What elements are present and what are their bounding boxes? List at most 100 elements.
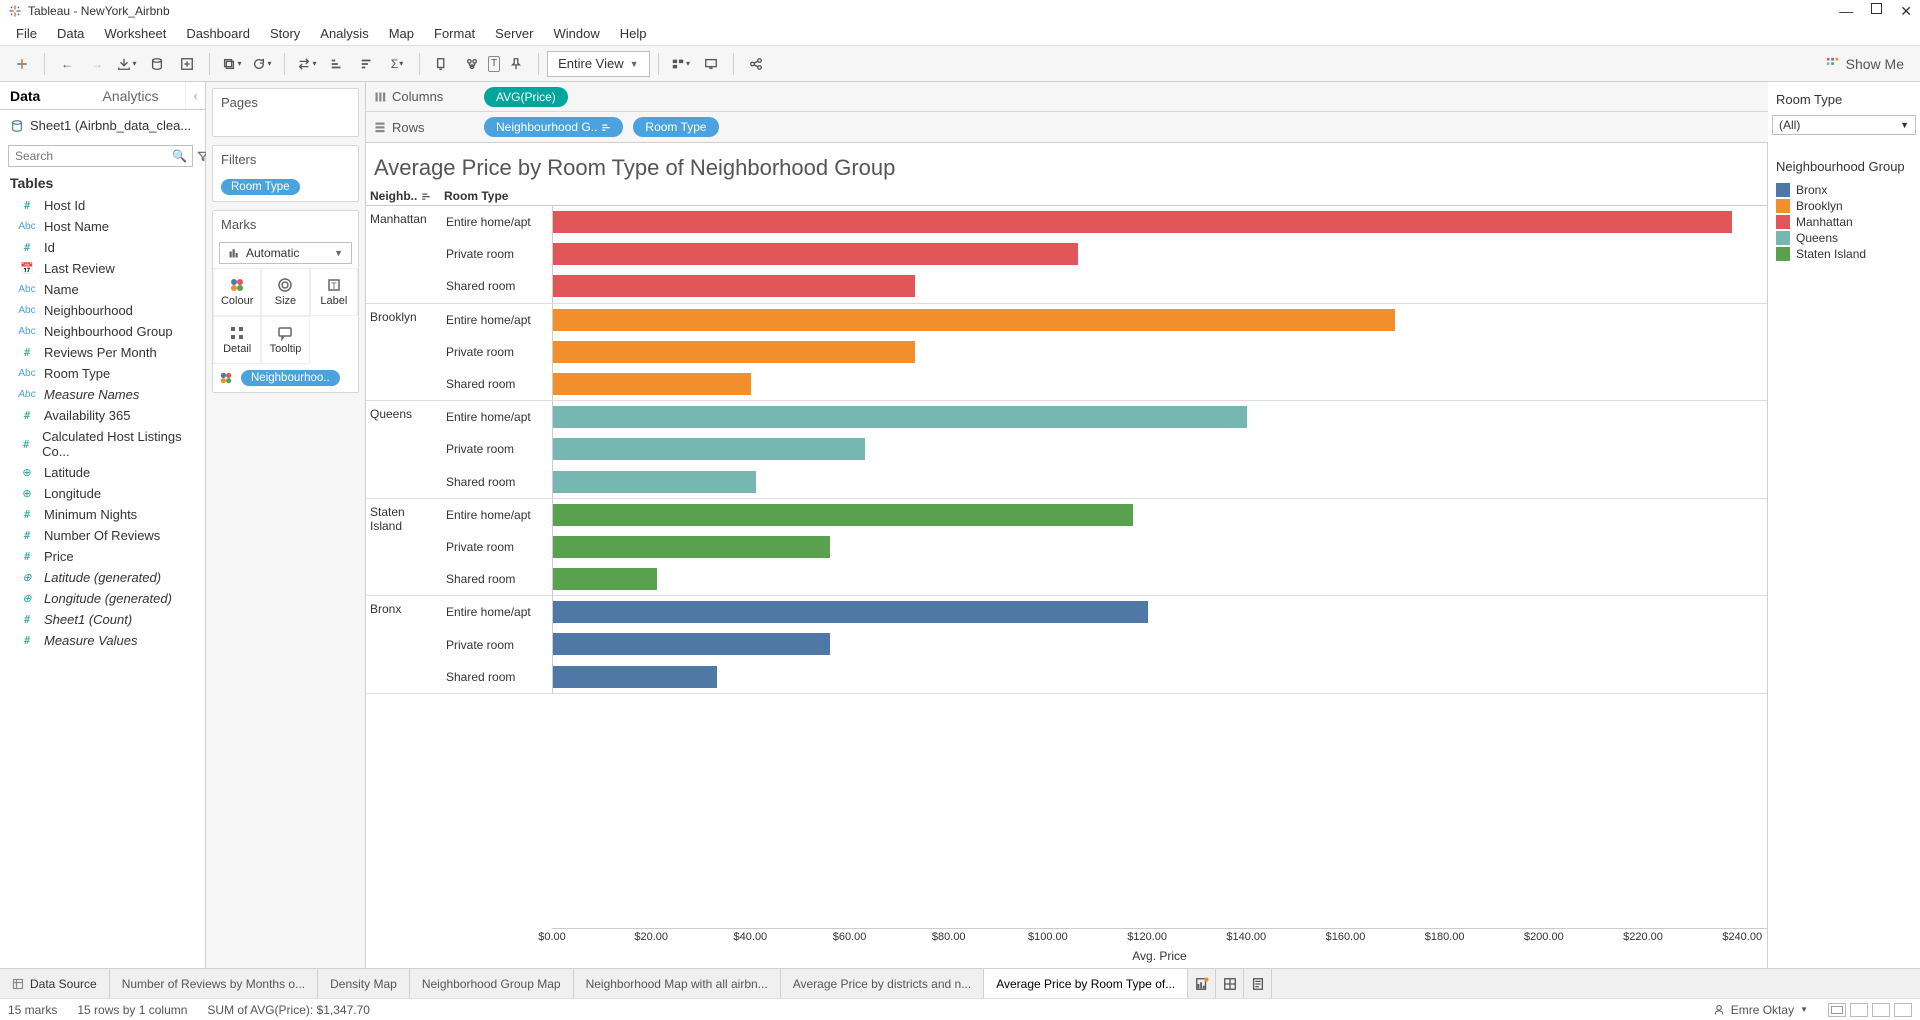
share-icon[interactable] (742, 50, 770, 78)
sheet-tab[interactable]: Number of Reviews by Months o... (110, 969, 318, 998)
menu-file[interactable]: File (8, 24, 45, 43)
field-number-of-reviews[interactable]: #Number Of Reviews (0, 525, 205, 546)
header-neighb[interactable]: Neighb.. (366, 189, 444, 203)
minimize-icon[interactable]: — (1839, 3, 1853, 20)
sort-asc-icon[interactable] (323, 50, 351, 78)
menu-window[interactable]: Window (545, 24, 607, 43)
sheet-tab[interactable]: Neighborhood Group Map (410, 969, 574, 998)
field-availability-365[interactable]: #Availability 365 (0, 405, 205, 426)
menu-server[interactable]: Server (487, 24, 541, 43)
field-host-id[interactable]: #Host Id (0, 195, 205, 216)
field-longitude[interactable]: ⊕Longitude (0, 483, 205, 504)
group-label[interactable]: Brooklyn (366, 304, 444, 401)
menu-worksheet[interactable]: Worksheet (96, 24, 174, 43)
legend-item[interactable]: Manhattan (1772, 214, 1916, 230)
rows-pill-2[interactable]: Room Type (633, 117, 718, 137)
data-source[interactable]: Sheet1 (Airbnb_data_clea... (0, 110, 205, 141)
new-story-icon[interactable] (1244, 969, 1272, 998)
highlight-icon[interactable] (428, 50, 456, 78)
view-filmstrip-icon[interactable] (1850, 1003, 1868, 1017)
sheet-tab[interactable]: Average Price by districts and n... (781, 969, 985, 998)
bar[interactable] (553, 438, 865, 460)
room-label[interactable]: Entire home/apt (444, 508, 552, 522)
close-icon[interactable]: ✕ (1900, 3, 1912, 20)
bar[interactable] (553, 373, 751, 395)
legend-item[interactable]: Queens (1772, 230, 1916, 246)
mark-tooltip[interactable]: Tooltip (261, 316, 309, 364)
menu-format[interactable]: Format (426, 24, 483, 43)
search-input[interactable] (8, 145, 193, 167)
pages-shelf[interactable]: Pages (212, 88, 359, 137)
view-sheet-sorter-icon[interactable] (1894, 1003, 1912, 1017)
abc-icon[interactable]: T (488, 56, 500, 72)
room-label[interactable]: Entire home/apt (444, 410, 552, 424)
group-icon[interactable] (458, 50, 486, 78)
view-tabs-icon[interactable] (1828, 1003, 1846, 1017)
back-icon[interactable]: ← (53, 50, 81, 78)
field-measure-values[interactable]: #Measure Values (0, 630, 205, 651)
sort-desc-icon[interactable] (353, 50, 381, 78)
bar[interactable] (553, 341, 915, 363)
room-label[interactable]: Entire home/apt (444, 605, 552, 619)
field-id[interactable]: #Id (0, 237, 205, 258)
menu-dashboard[interactable]: Dashboard (178, 24, 258, 43)
field-host-name[interactable]: AbcHost Name (0, 216, 205, 237)
new-worksheet-icon[interactable] (173, 50, 201, 78)
refresh-icon[interactable]: ▾ (248, 50, 276, 78)
field-name[interactable]: AbcName (0, 279, 205, 300)
menu-map[interactable]: Map (381, 24, 422, 43)
room-label[interactable]: Entire home/apt (444, 215, 552, 229)
room-label[interactable]: Private room (444, 345, 552, 359)
room-label[interactable]: Private room (444, 247, 552, 261)
swap-icon[interactable]: ▾ (293, 50, 321, 78)
room-label[interactable]: Shared room (444, 279, 552, 293)
bar[interactable] (553, 275, 915, 297)
new-data-icon[interactable] (143, 50, 171, 78)
room-label[interactable]: Shared room (444, 377, 552, 391)
maximize-icon[interactable] (1871, 3, 1882, 14)
field-neighbourhood[interactable]: AbcNeighbourhood (0, 300, 205, 321)
group-label[interactable]: Bronx (366, 596, 444, 693)
view-grid-icon[interactable] (1872, 1003, 1890, 1017)
legend-item[interactable]: Staten Island (1772, 246, 1916, 262)
room-label[interactable]: Shared room (444, 475, 552, 489)
bar[interactable] (553, 471, 756, 493)
header-roomtype[interactable]: Room Type (444, 189, 552, 203)
group-label[interactable]: Queens (366, 401, 444, 498)
field-latitude-generated-[interactable]: ⊕Latitude (generated) (0, 567, 205, 588)
room-label[interactable]: Entire home/apt (444, 313, 552, 327)
field-neighbourhood-group[interactable]: AbcNeighbourhood Group (0, 321, 205, 342)
bar[interactable] (553, 633, 830, 655)
sheet-tab[interactable]: Average Price by Room Type of... (984, 969, 1188, 998)
room-label[interactable]: Private room (444, 540, 552, 554)
tab-analytics[interactable]: Analytics (93, 82, 186, 109)
bar[interactable] (553, 568, 657, 590)
legend-item[interactable]: Brooklyn (1772, 198, 1916, 214)
totals-icon[interactable]: Σ▾ (383, 50, 411, 78)
bar[interactable] (553, 536, 830, 558)
room-label[interactable]: Shared room (444, 572, 552, 586)
group-label[interactable]: Staten Island (366, 499, 444, 596)
field-longitude-generated-[interactable]: ⊕Longitude (generated) (0, 588, 205, 609)
field-minimum-nights[interactable]: #Minimum Nights (0, 504, 205, 525)
columns-pill[interactable]: AVG(Price) (484, 87, 568, 107)
filter-pill[interactable]: Room Type (221, 179, 300, 195)
legend-item[interactable]: Bronx (1772, 182, 1916, 198)
collapse-data-panel-icon[interactable]: ‹ (185, 82, 205, 109)
field-reviews-per-month[interactable]: #Reviews Per Month (0, 342, 205, 363)
room-label[interactable]: Private room (444, 442, 552, 456)
tableau-home-icon[interactable] (8, 50, 36, 78)
field-room-type[interactable]: AbcRoom Type (0, 363, 205, 384)
bar[interactable] (553, 309, 1395, 331)
mark-colour[interactable]: Colour (213, 268, 261, 316)
filter-roomtype-select[interactable]: (All)▼ (1772, 115, 1916, 135)
mark-detail[interactable]: Detail (213, 316, 261, 364)
new-worksheet-icon[interactable] (1188, 969, 1216, 998)
bar[interactable] (553, 406, 1247, 428)
show-me-button[interactable]: Show Me (1818, 56, 1912, 72)
bar[interactable] (553, 504, 1133, 526)
menu-analysis[interactable]: Analysis (312, 24, 376, 43)
new-dashboard-icon[interactable] (1216, 969, 1244, 998)
menu-help[interactable]: Help (612, 24, 655, 43)
field-last-review[interactable]: 📅Last Review (0, 258, 205, 279)
